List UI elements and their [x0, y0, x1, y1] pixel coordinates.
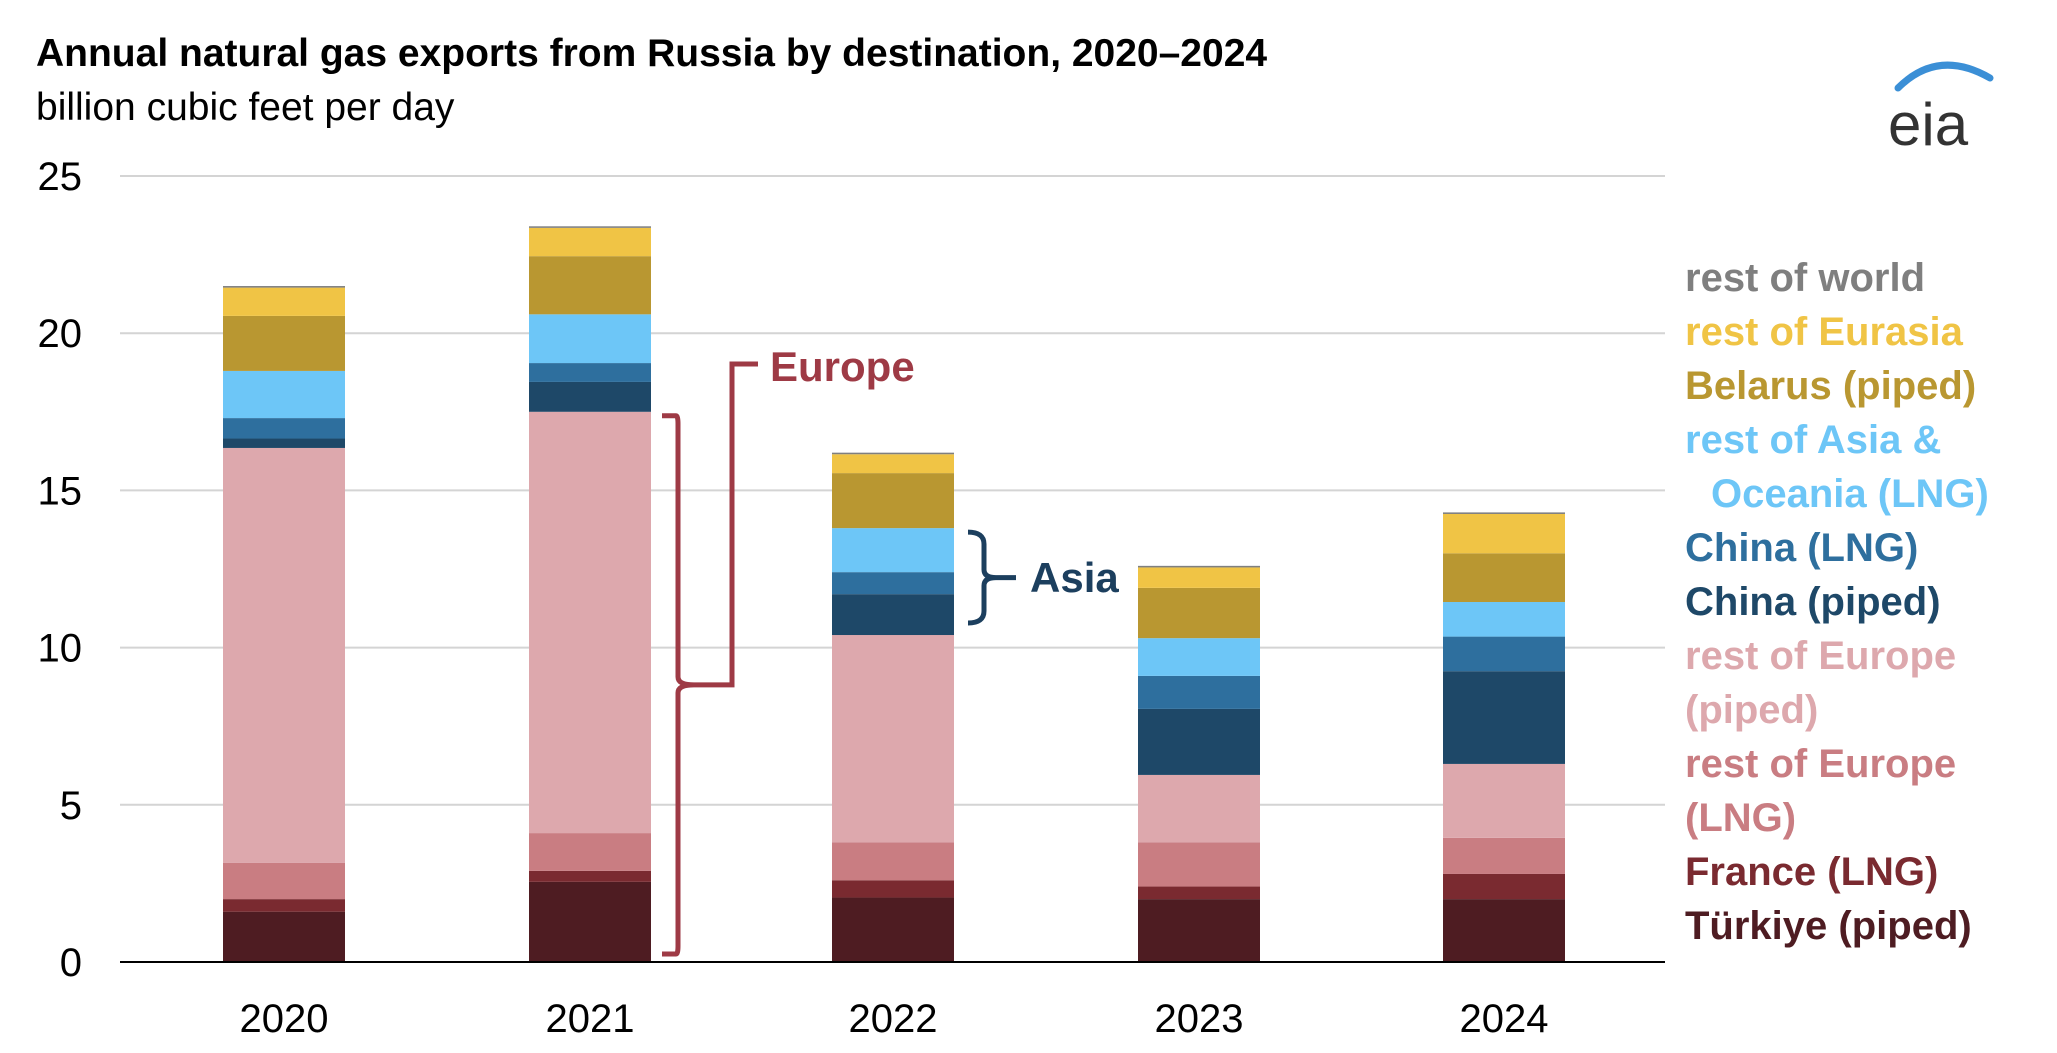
y-tick-label: 5 [60, 784, 82, 828]
bar-segment [529, 227, 651, 257]
legend-item: France (LNG) [1685, 850, 1938, 894]
eia-logo: eia [1888, 61, 1994, 158]
bars [223, 226, 1565, 962]
bar-segment [529, 833, 651, 871]
x-tick-label: 2023 [1155, 997, 1244, 1041]
bar-segment [529, 870, 651, 882]
x-tick-label: 2020 [240, 997, 329, 1041]
asia-label: Asia [1030, 554, 1119, 601]
asia-brace-icon [967, 529, 1016, 626]
chart-subtitle: billion cubic feet per day [36, 86, 455, 129]
bar-segment [223, 899, 345, 912]
bar-segment [832, 572, 954, 595]
bar-segment [529, 363, 651, 382]
eia-logo-text: eia [1888, 91, 1969, 158]
y-tick-label: 15 [38, 469, 83, 513]
legend-item: rest of Europe [1685, 634, 1956, 678]
y-axis-ticks: 0 5 10 15 20 25 [38, 155, 83, 985]
bar-segment [1138, 899, 1260, 962]
bar-segment [832, 880, 954, 898]
bar-segment [832, 842, 954, 881]
bar-segment [529, 411, 651, 834]
bar-segment [1443, 671, 1565, 764]
europe-bracket: Europe [662, 343, 915, 957]
x-tick-label: 2021 [546, 997, 635, 1041]
bar-segment [529, 226, 651, 228]
y-tick-label: 0 [60, 941, 82, 985]
bar-segment [1443, 899, 1565, 962]
bar-segment [832, 528, 954, 573]
bar-segment [223, 911, 345, 962]
bar-segment [1138, 565, 1260, 568]
bar-segment [223, 287, 345, 316]
legend-item: (LNG) [1685, 796, 1796, 840]
bar-segment [1443, 553, 1565, 603]
bar-segment [1138, 587, 1260, 639]
chart-title: Annual natural gas exports from Russia b… [36, 32, 1267, 75]
bar-segment [529, 881, 651, 962]
bar-segment [832, 473, 954, 529]
bar-segment [223, 438, 345, 448]
legend-item: rest of world [1685, 256, 1925, 300]
legend-item: China (LNG) [1685, 526, 1918, 570]
bar-segment [223, 447, 345, 863]
legend-item: China (piped) [1685, 580, 1941, 624]
bar-segment [1443, 873, 1565, 900]
bar-segment [223, 862, 345, 900]
x-tick-label: 2022 [849, 997, 938, 1041]
bar-segment [529, 381, 651, 412]
bar-segment [1443, 837, 1565, 874]
bar-segment [1138, 708, 1260, 775]
y-tick-label: 10 [38, 627, 83, 671]
legend-item: rest of Asia & [1685, 418, 1941, 462]
legend-item: rest of Eurasia [1685, 310, 1964, 354]
x-axis-ticks: 2020 2021 2022 2023 2024 [240, 997, 1549, 1041]
legend-item: (piped) [1685, 688, 1818, 732]
bar-segment [1443, 512, 1565, 514]
bar-segment [1443, 602, 1565, 637]
y-tick-label: 25 [38, 155, 83, 199]
bar-segment [1138, 675, 1260, 709]
legend-item: Türkiye (piped) [1685, 904, 1972, 948]
bar-segment [223, 315, 345, 371]
bar-segment [529, 314, 651, 364]
bar-segment [832, 897, 954, 962]
bar-segment [1443, 636, 1565, 672]
asia-bracket: Asia [967, 529, 1119, 626]
bar-segment [832, 635, 954, 843]
bar-segment [1138, 774, 1260, 843]
bar-segment [832, 454, 954, 474]
bar-segment [529, 256, 651, 315]
bar-segment [1443, 513, 1565, 554]
legend-item: rest of Europe [1685, 742, 1956, 786]
eia-logo-swoosh-icon [1894, 61, 1994, 92]
y-tick-label: 20 [38, 312, 83, 356]
bar-segment [223, 370, 345, 419]
bar-segment [1138, 886, 1260, 900]
bar-segment [1138, 638, 1260, 676]
legend-item: Oceania (LNG) [1711, 472, 1989, 516]
bar-segment [223, 418, 345, 439]
bar-segment [1138, 567, 1260, 588]
europe-label: Europe [770, 343, 915, 390]
legend-item: Belarus (piped) [1685, 364, 1976, 408]
bar-segment [1443, 763, 1565, 838]
legend: rest of world rest of Eurasia Belarus (pip… [1685, 256, 1989, 948]
bar-segment [832, 594, 954, 636]
bar-segment [1138, 842, 1260, 887]
x-tick-label: 2024 [1460, 997, 1549, 1041]
bar-segment [832, 452, 954, 455]
europe-brace-icon [662, 361, 758, 957]
bar-segment [223, 286, 345, 288]
